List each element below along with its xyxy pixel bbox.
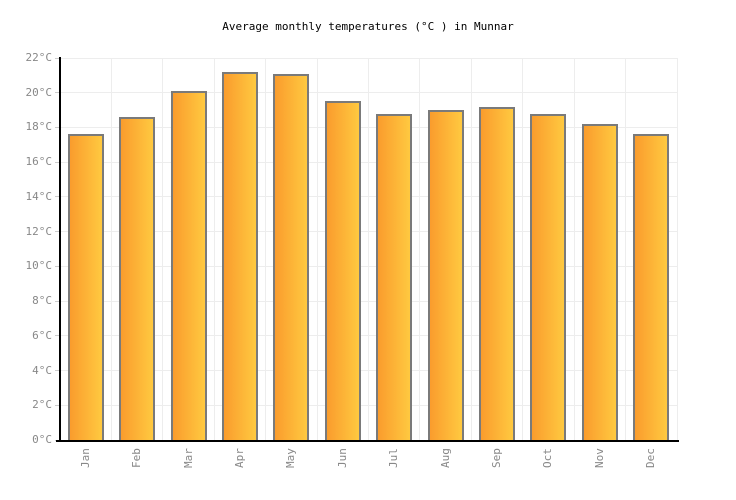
y-label-6: 6°C xyxy=(32,328,52,342)
x-label-sep: Sep xyxy=(490,448,504,468)
y-tick xyxy=(55,57,60,59)
v-gridline xyxy=(368,58,369,440)
v-gridline xyxy=(470,58,472,440)
v-gridline xyxy=(213,58,215,440)
bar-jan[interactable] xyxy=(67,134,104,440)
y-label-12: 12°C xyxy=(25,224,53,238)
x-label-aug: Aug xyxy=(438,448,452,468)
y-label-4: 4°C xyxy=(32,363,52,377)
x-label-mar: Mar xyxy=(181,448,195,468)
y-label-8: 8°C xyxy=(32,294,52,308)
y-label-16: 16°C xyxy=(25,155,53,169)
bar-aug[interactable] xyxy=(427,110,464,440)
bar-mar[interactable] xyxy=(170,90,207,440)
x-label-dec: Dec xyxy=(644,448,658,468)
y-tick xyxy=(55,126,60,128)
y-label-0: 0°C xyxy=(32,433,52,446)
v-gridline xyxy=(265,58,267,440)
x-label-feb: Feb xyxy=(130,448,144,468)
x-label-nov: Nov xyxy=(592,448,606,468)
v-gridline xyxy=(110,58,112,440)
y-label-2: 2°C xyxy=(32,398,52,412)
y-tick xyxy=(55,92,60,94)
v-gridline xyxy=(419,58,421,440)
bar-jun[interactable] xyxy=(324,101,361,440)
y-label-14: 14°C xyxy=(25,189,53,203)
v-gridline xyxy=(162,58,164,440)
bar-dec[interactable] xyxy=(633,134,670,440)
x-axis-line xyxy=(56,440,679,442)
x-label-apr: Apr xyxy=(232,448,246,468)
y-tick xyxy=(55,370,60,372)
v-gridline xyxy=(316,58,318,440)
x-label-may: May xyxy=(284,448,298,468)
y-tick xyxy=(55,404,60,406)
v-gridline xyxy=(625,58,627,440)
bar-oct[interactable] xyxy=(530,113,567,440)
y-label-22: 22°C xyxy=(25,51,53,64)
y-tick xyxy=(55,161,60,163)
bar-jul[interactable] xyxy=(376,113,413,440)
bar-nov[interactable] xyxy=(581,123,618,440)
y-label-18: 18°C xyxy=(25,120,53,134)
y-tick xyxy=(55,265,60,267)
bar-sep[interactable] xyxy=(479,106,516,440)
x-label-jun: Jun xyxy=(335,448,349,468)
y-tick xyxy=(55,335,60,337)
v-gridline xyxy=(522,58,524,440)
y-tick xyxy=(55,196,60,198)
bar-apr[interactable] xyxy=(221,71,258,440)
y-label-10: 10°C xyxy=(25,259,53,273)
v-gridline xyxy=(676,58,678,440)
y-tick xyxy=(55,231,60,233)
x-label-oct: Oct xyxy=(541,448,555,468)
chart-title: Average monthly temperatures (°C ) in Mu… xyxy=(222,20,514,33)
x-label-jul: Jul xyxy=(387,448,401,468)
y-label-20: 20°C xyxy=(25,85,53,99)
x-label-jan: Jan xyxy=(78,448,92,468)
y-axis-line xyxy=(58,57,61,442)
y-tick xyxy=(55,300,60,302)
v-gridline xyxy=(573,58,575,440)
bar-feb[interactable] xyxy=(119,117,156,440)
bar-may[interactable] xyxy=(273,73,310,440)
